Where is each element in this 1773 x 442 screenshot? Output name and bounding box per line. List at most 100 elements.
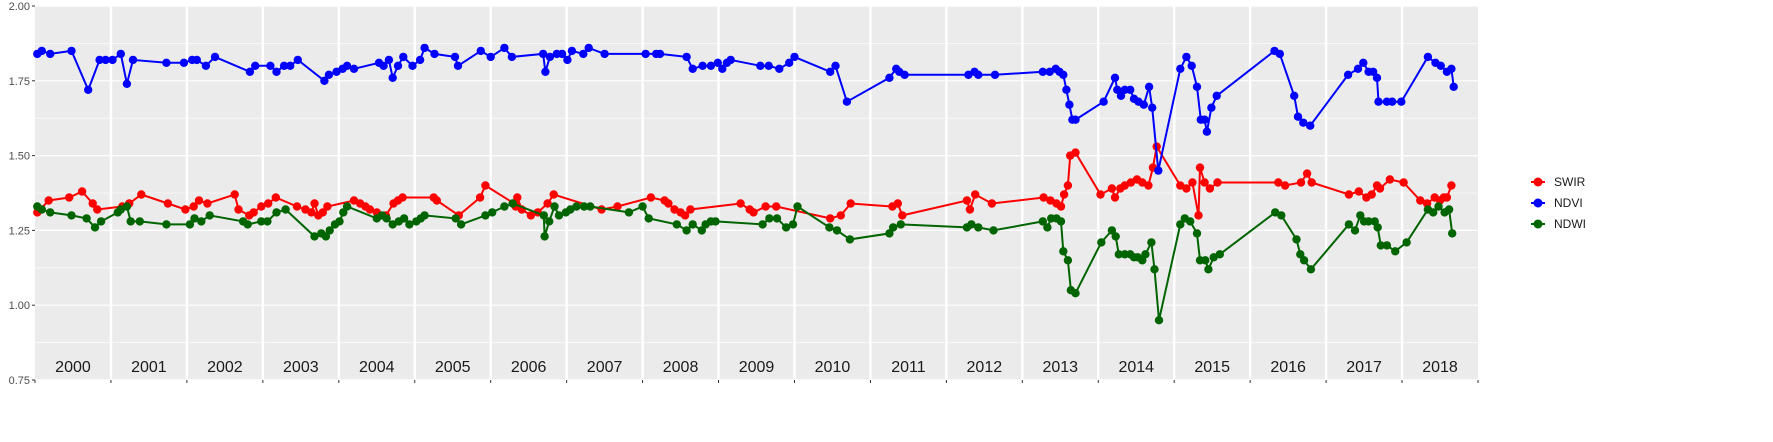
series-ndwi xyxy=(33,199,1457,325)
data-point-swir xyxy=(987,199,997,208)
data-point-ndvi xyxy=(1192,82,1202,92)
data-point-ndwi xyxy=(126,217,135,226)
data-point-ndwi xyxy=(697,226,706,235)
data-point-swir xyxy=(1096,190,1105,199)
legend: SWIR NDVI NDWI xyxy=(1531,175,1586,231)
data-point-ndwi xyxy=(1107,226,1117,235)
data-point-ndvi xyxy=(790,52,799,62)
legend-item-swir: SWIR xyxy=(1531,175,1586,189)
data-point-ndvi xyxy=(1126,85,1135,95)
data-point-ndwi xyxy=(500,202,509,211)
data-point-ndvi xyxy=(541,67,550,77)
data-point-ndwi xyxy=(488,208,497,217)
data-point-ndwi xyxy=(1373,223,1382,232)
data-point-ndwi xyxy=(46,208,55,217)
data-point-ndvi xyxy=(349,64,359,74)
data-point-swir xyxy=(475,193,485,202)
data-point-ndvi xyxy=(420,43,429,53)
data-point-swir xyxy=(646,193,656,202)
data-point-ndvi xyxy=(557,49,567,59)
y-tick-label: 2.00 xyxy=(9,1,30,13)
legend-key-marker xyxy=(1533,198,1543,208)
data-point-swir xyxy=(310,199,319,208)
data-point-ndvi xyxy=(201,61,211,70)
data-point-ndwi xyxy=(1043,223,1052,232)
data-point-swir xyxy=(1188,178,1197,187)
data-point-swir xyxy=(1200,178,1209,187)
data-point-swir xyxy=(1205,184,1215,193)
data-point-ndvi xyxy=(655,49,665,59)
data-point-ndvi xyxy=(974,70,983,80)
data-point-ndvi xyxy=(1116,91,1126,101)
data-point-ndwi xyxy=(1350,226,1360,235)
y-tick-label: 1.50 xyxy=(9,151,30,163)
data-point-ndvi xyxy=(393,61,403,70)
data-point-swir xyxy=(1302,169,1312,178)
data-point-ndvi xyxy=(785,58,794,67)
data-point-swir xyxy=(1354,187,1364,196)
legend-key-marker xyxy=(1533,219,1543,229)
data-point-swir xyxy=(513,193,522,202)
data-point-ndvi xyxy=(1290,91,1299,101)
data-point-ndwi xyxy=(540,232,549,241)
data-point-ndvi xyxy=(1099,97,1108,106)
data-point-swir xyxy=(432,196,441,205)
year-label: 2013 xyxy=(1042,359,1078,376)
data-point-ndwi xyxy=(67,211,76,220)
data-point-ndwi xyxy=(1150,265,1159,274)
data-point-ndvi xyxy=(453,61,463,70)
data-point-ndvi xyxy=(900,70,909,80)
data-point-ndvi xyxy=(579,49,588,59)
data-point-ndwi xyxy=(624,208,634,217)
year-label: 2006 xyxy=(511,359,547,376)
data-point-ndwi xyxy=(1296,250,1305,259)
data-point-ndvi xyxy=(1110,73,1120,83)
data-point-ndvi xyxy=(286,61,295,70)
data-point-ndvi xyxy=(682,52,691,62)
data-point-ndvi xyxy=(272,67,281,77)
data-point-swir xyxy=(249,208,258,217)
data-point-ndvi xyxy=(162,58,171,67)
data-point-ndwi xyxy=(1114,250,1124,259)
data-point-ndvi xyxy=(486,52,495,62)
data-point-swir xyxy=(1416,196,1425,205)
data-point-ndvi xyxy=(688,64,697,74)
data-point-swir xyxy=(826,214,835,223)
data-point-ndvi xyxy=(116,49,126,59)
legend-key-marker xyxy=(1533,177,1543,187)
data-point-ndwi xyxy=(135,217,144,226)
data-point-ndwi xyxy=(1204,265,1213,274)
data-point-ndwi xyxy=(1376,241,1386,250)
y-tick-label: 1.75 xyxy=(9,76,30,88)
data-point-ndwi xyxy=(205,211,214,220)
data-point-ndvi xyxy=(826,67,835,77)
data-point-swir xyxy=(1307,178,1316,187)
data-point-ndvi xyxy=(1397,97,1406,106)
data-point-ndvi xyxy=(1207,103,1216,112)
data-point-ndvi xyxy=(122,79,132,89)
data-point-swir xyxy=(1375,184,1385,193)
data-point-swir xyxy=(398,193,407,202)
data-point-ndwi xyxy=(310,232,319,241)
data-point-ndvi xyxy=(698,61,707,70)
data-point-ndwi xyxy=(325,226,334,235)
data-point-ndwi xyxy=(1444,205,1454,214)
data-point-ndvi xyxy=(84,85,93,95)
data-point-ndwi xyxy=(281,205,290,214)
year-label: 2016 xyxy=(1270,359,1306,376)
data-point-ndvi xyxy=(430,49,439,59)
data-point-ndwi xyxy=(832,226,842,235)
year-label: 2011 xyxy=(891,359,926,376)
data-point-ndvi xyxy=(266,61,275,70)
data-point-swir xyxy=(680,211,690,220)
data-point-swir xyxy=(1144,181,1153,190)
data-point-ndwi xyxy=(672,220,681,229)
data-point-swir xyxy=(1442,193,1452,202)
data-point-swir xyxy=(772,202,781,211)
data-point-swir xyxy=(77,187,87,196)
data-point-swir xyxy=(1195,163,1205,172)
data-point-ndwi xyxy=(1356,211,1365,220)
data-point-ndvi xyxy=(251,61,260,70)
data-point-ndwi xyxy=(765,214,774,223)
